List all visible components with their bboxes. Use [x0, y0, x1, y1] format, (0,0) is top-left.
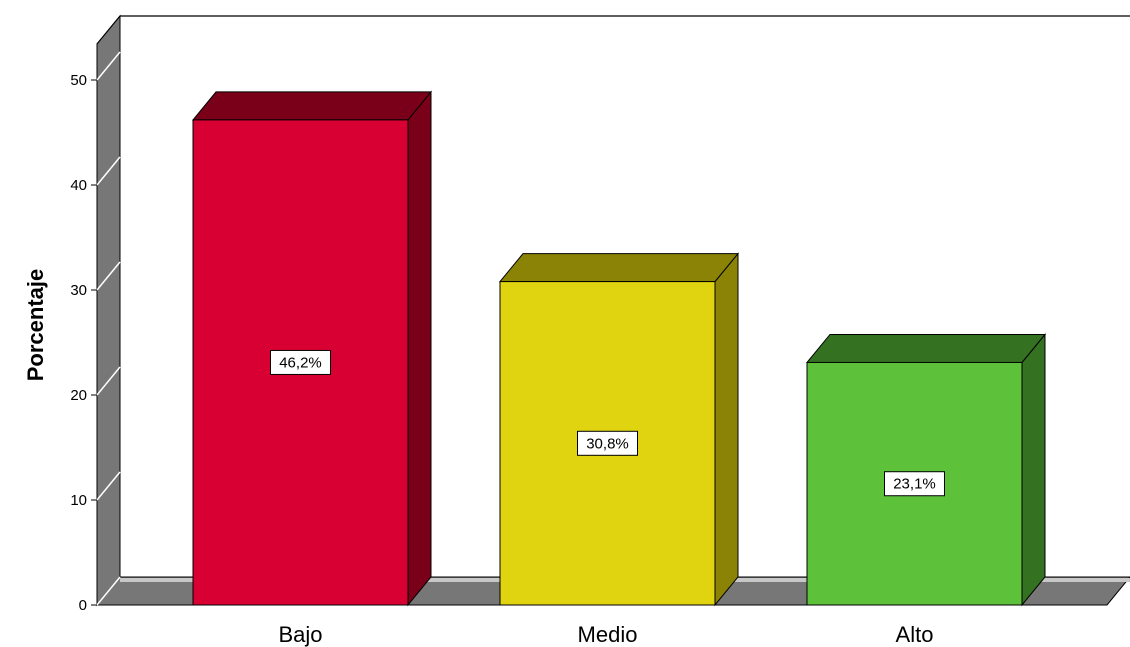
bar-top-face: [805, 333, 1047, 363]
y-tick-label: 40: [70, 177, 87, 194]
data-label-box: [884, 471, 945, 497]
data-label: 23,1%: [893, 476, 936, 493]
y-tick-line: [96, 576, 121, 606]
data-label: 46,2%: [279, 354, 322, 371]
y-tick-line: [96, 156, 121, 186]
bar-alto: 23,1%: [805, 333, 1047, 607]
y-tick-label: 20: [70, 387, 87, 404]
x-category-label: Medio: [578, 622, 638, 647]
bars-group: 46,2% 30,8% 23,1%: [191, 90, 1047, 607]
data-label-box: [577, 430, 638, 456]
back-wall-top-edge: [96, 15, 1130, 45]
bar-side-face: [714, 252, 739, 607]
bar-side-face: [407, 90, 432, 607]
y-tick-line: [96, 261, 121, 291]
y-tick-label: 50: [70, 72, 87, 89]
y-tick-line: [96, 471, 121, 501]
y-axis: 0 10 20 30 40 50: [70, 51, 121, 614]
bar-medio: 30,8%: [498, 252, 740, 607]
data-label-box: [270, 349, 331, 375]
bar-top-face: [498, 253, 740, 283]
x-category-label: Alto: [896, 622, 934, 647]
y-tick-line: [96, 366, 121, 396]
left-side-wall: [96, 14, 121, 607]
y-tick-label: 30: [70, 282, 87, 299]
y-axis-label: Porcentaje: [23, 269, 48, 382]
bar-side-face: [1021, 333, 1046, 607]
y-tick-label: 0: [79, 597, 87, 614]
data-label: 30,8%: [586, 435, 629, 452]
bar-bajo: 46,2%: [191, 90, 433, 607]
bar-top-face: [191, 91, 433, 121]
x-axis: Bajo Medio Alto: [278, 622, 933, 647]
y-tick-label: 10: [70, 492, 87, 509]
x-category-label: Bajo: [278, 622, 322, 647]
y-tick-line: [96, 51, 121, 81]
